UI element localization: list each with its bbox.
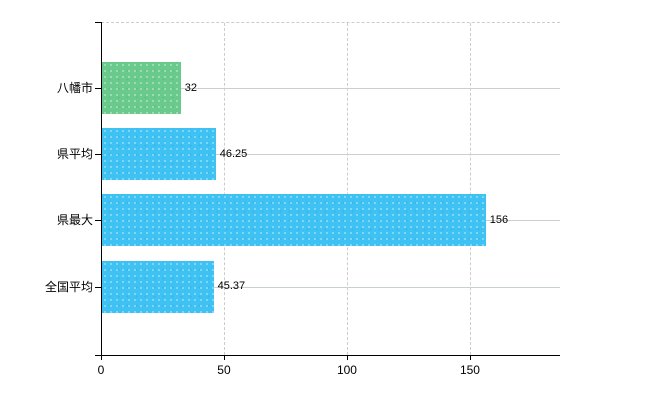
vertical-gridline-100 <box>346 23 348 355</box>
value-label-3: 45.37 <box>217 280 246 293</box>
plot-top-border <box>101 22 560 23</box>
x-axis <box>95 355 560 356</box>
x-tick-label-150: 150 <box>459 363 480 377</box>
y-axis-top-tick <box>95 22 101 23</box>
category-label-0: 八幡市 <box>56 81 93 95</box>
x-tick-label-100: 100 <box>336 363 357 377</box>
vertical-gridline-50 <box>223 23 225 355</box>
x-axis-tick-50 <box>223 356 225 360</box>
horizontal-gridline-0 <box>101 88 560 89</box>
value-label-0: 32 <box>184 81 197 94</box>
category-label-3: 全国平均 <box>44 279 93 294</box>
x-axis-tick-0 <box>101 356 102 360</box>
y-axis-tick-1 <box>95 154 101 156</box>
category-label-2: 県最大 <box>56 213 93 228</box>
x-axis-tick-150 <box>469 356 471 360</box>
x-tick-label-0: 0 <box>97 363 105 377</box>
horizontal-gridline-1 <box>101 154 560 156</box>
x-tick-label-50: 50 <box>217 363 231 377</box>
value-label-2: 156 <box>489 213 509 226</box>
y-axis-tick-3 <box>95 286 101 288</box>
bar-3 <box>102 260 214 313</box>
y-axis-tick-0 <box>95 88 101 89</box>
category-label-1: 県平均 <box>56 147 93 162</box>
bar-1 <box>102 128 216 181</box>
bar-0 <box>102 62 181 114</box>
horizontal-gridline-3 <box>101 286 560 288</box>
y-axis-tick-2 <box>95 220 101 222</box>
x-axis-tick-100 <box>346 356 348 360</box>
bar-2 <box>102 194 486 247</box>
y-axis <box>101 22 102 355</box>
value-label-1: 46.25 <box>219 147 248 160</box>
vertical-gridline-150 <box>469 23 471 355</box>
